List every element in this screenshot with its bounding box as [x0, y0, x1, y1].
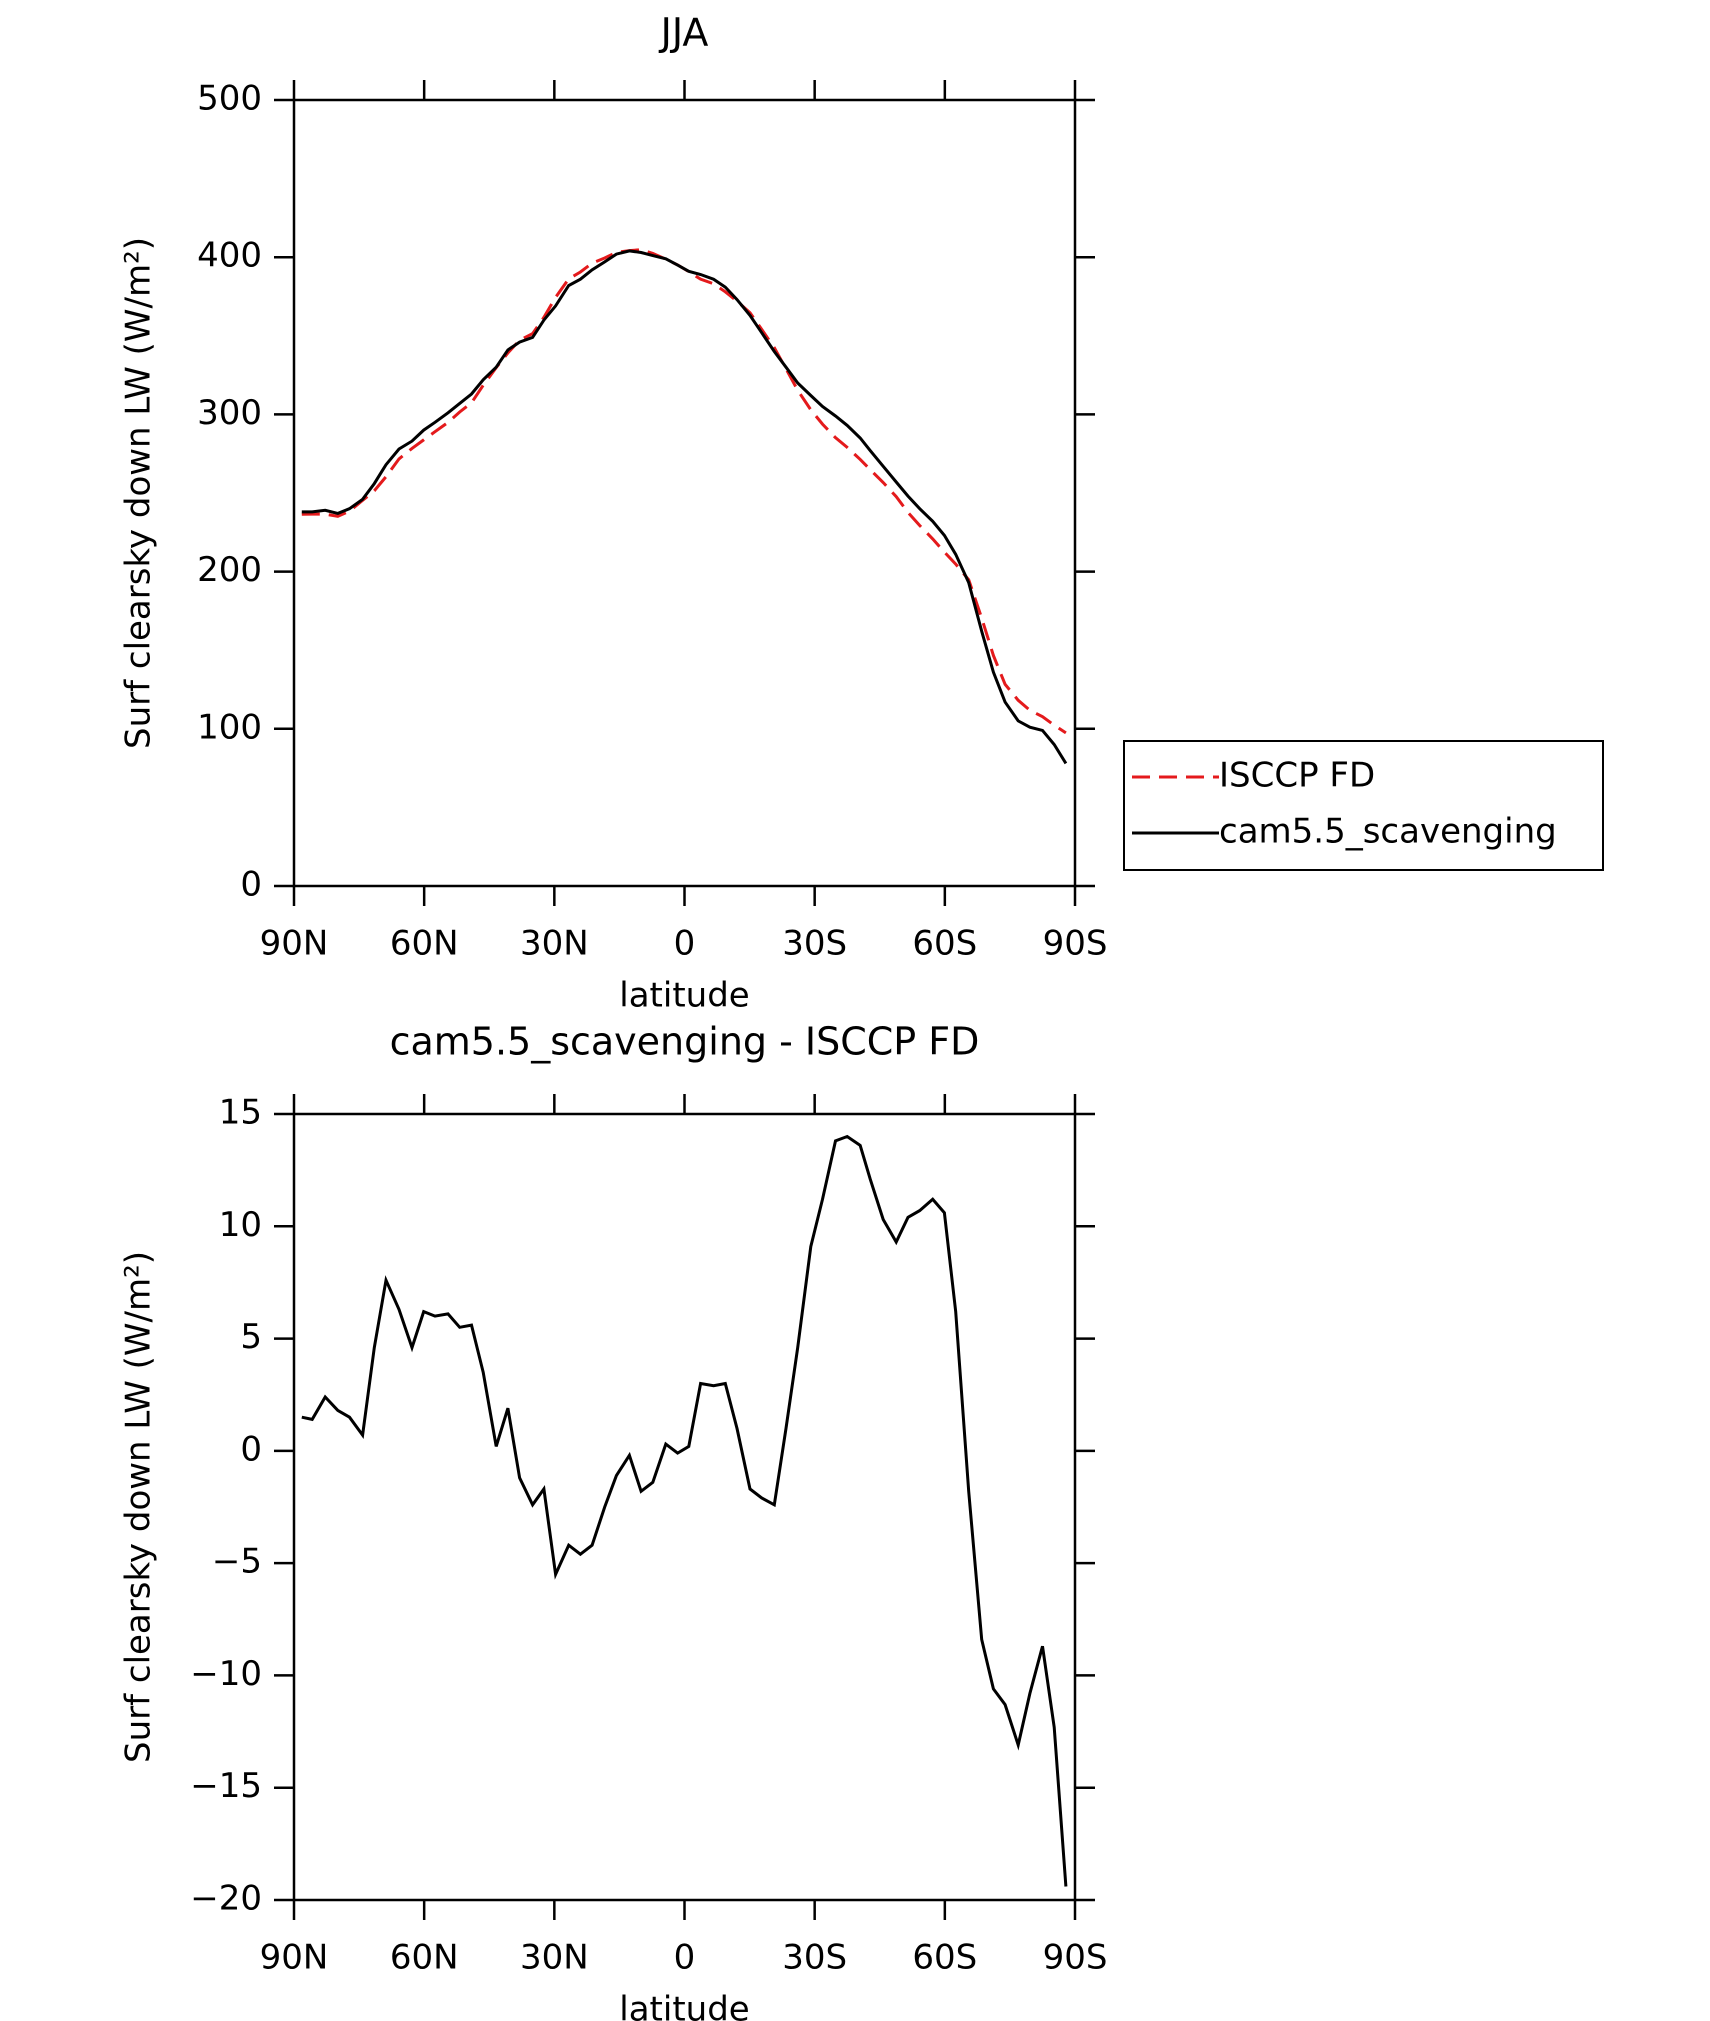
- legend-box: [1123, 740, 1604, 871]
- y-tick-label: 100: [197, 707, 262, 747]
- x-tick-label: 30N: [520, 1938, 589, 1978]
- x-axis-label: latitude: [619, 976, 749, 1016]
- chart-title: JJA: [659, 11, 709, 55]
- x-tick-label: 60S: [912, 1938, 977, 1978]
- x-tick-label: 60N: [390, 1938, 459, 1978]
- legend-label: cam5.5_scavenging: [1219, 812, 1557, 852]
- y-tick-label: 500: [197, 79, 262, 119]
- y-tick-label: 5: [240, 1317, 262, 1357]
- x-tick-label: 60N: [390, 924, 459, 964]
- series-line: [301, 249, 1068, 765]
- plot-frame: [292, 1112, 1077, 1902]
- y-axis-label: Surf clearsky down LW (W/m²): [119, 237, 159, 749]
- x-tick-label: 30S: [782, 924, 847, 964]
- x-tick-label: 30S: [782, 1938, 847, 1978]
- y-tick-label: −10: [190, 1654, 262, 1694]
- y-tick-label: 0: [240, 1429, 262, 1469]
- chart-title: cam5.5_scavenging - ISCCP FD: [390, 1020, 980, 1064]
- x-tick-label: 60S: [912, 924, 977, 964]
- x-tick-label: 90N: [260, 1938, 329, 1978]
- y-tick-label: 400: [197, 236, 262, 276]
- y-tick-label: 300: [197, 393, 262, 433]
- x-tick-label: 0: [674, 924, 696, 964]
- series-line: [301, 248, 1067, 735]
- x-axis-label: latitude: [619, 1990, 749, 2021]
- x-tick-label: 0: [674, 1938, 696, 1978]
- y-tick-label: −20: [190, 1879, 262, 1919]
- x-tick-label: 90S: [1043, 1938, 1108, 1978]
- legend-label: ISCCP FD: [1219, 756, 1375, 796]
- y-tick-label: −5: [212, 1542, 262, 1582]
- y-tick-label: 200: [197, 550, 262, 590]
- x-tick-label: 90N: [260, 924, 329, 964]
- y-axis-label: Surf clearsky down LW (W/m²): [119, 1251, 159, 1763]
- x-tick-label: 30N: [520, 924, 589, 964]
- plot-frame: [292, 98, 1077, 888]
- y-tick-label: 10: [219, 1205, 262, 1245]
- y-tick-label: 0: [240, 865, 262, 905]
- y-tick-label: −15: [190, 1766, 262, 1806]
- x-tick-label: 90S: [1043, 924, 1108, 964]
- y-tick-label: 15: [219, 1093, 262, 1133]
- series-line: [301, 1134, 1068, 1887]
